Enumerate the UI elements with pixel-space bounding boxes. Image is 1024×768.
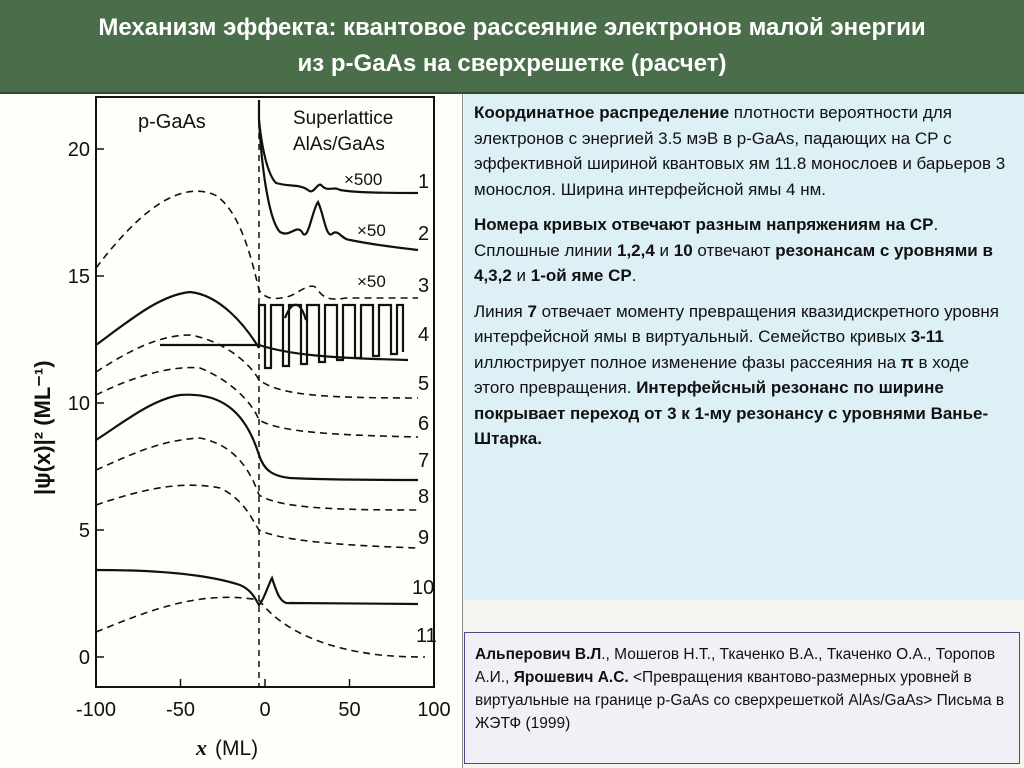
curve-number-label: 4 [418, 324, 429, 346]
curve-path [95, 290, 260, 349]
y-tick-label: 15 [68, 266, 90, 288]
x-axis-label-var: x [195, 735, 207, 760]
curve-labels: 1 2 3 4 5 6 7 8 9 10 11 [412, 171, 437, 647]
curves [95, 100, 426, 658]
reference-text: Альперович В.Л., Мошегов Н.Т., Ткаченко … [475, 646, 1005, 732]
curve-number-label: 1 [418, 171, 429, 193]
x-axis-label-unit: (ML) [215, 737, 258, 760]
explanation-paragraph-2: Номера кривых отвечают разным напряжения… [474, 215, 993, 285]
reference-box: Альперович В.Л., Мошегов Н.Т., Ткаченко … [464, 632, 1020, 764]
curve-number-label: 7 [418, 450, 429, 472]
x-tick-label: -100 [76, 699, 116, 721]
slide-title: Механизм эффекта: квантовое рассеяние эл… [20, 10, 1004, 82]
explanation-paragraph-3: Линия 7 отвечает моменту превращения ква… [474, 301, 999, 449]
curve-path [95, 393, 419, 482]
region-label-alas-gaas: AlAs/GaAs [293, 134, 385, 155]
curve-path [95, 484, 419, 549]
curve-number-label: 6 [418, 413, 429, 435]
curve-path [283, 303, 308, 321]
explanation-paragraph-1: Координатное распределение плотности вер… [474, 103, 1006, 199]
curve-path [95, 596, 426, 658]
y-tick-label: 5 [79, 520, 90, 542]
curve-path [95, 568, 419, 607]
curve-number-label: 3 [418, 275, 429, 297]
x-tick-label: -50 [166, 699, 195, 721]
curve-number-label: 8 [418, 486, 429, 508]
curve-path [257, 303, 405, 370]
y-tick-label: 20 [68, 139, 90, 161]
chart-panel [0, 94, 463, 768]
wavefunction-chart: -100 -50 0 50 100 0 5 10 15 20 1 2 3 4 5 6 7 8 9 10 11 p-Ga… [30, 96, 451, 760]
axis-ticks [95, 148, 435, 687]
curve-number-label: 9 [418, 527, 429, 549]
region-label-pgaas: p-GaAs [138, 111, 206, 133]
y-axis-label: |ψ(x)|² (ML⁻¹) [30, 360, 55, 495]
curve-number-label: 5 [418, 373, 429, 395]
explanation-panel: Координатное распределение плотности вер… [464, 94, 1024, 600]
x-tick-label: 0 [259, 699, 270, 721]
x-tick-label: 100 [417, 699, 450, 721]
scale-label-2: ×50 [357, 221, 386, 240]
curve-number-label: 11 [416, 625, 437, 647]
curve-path [95, 190, 418, 300]
region-label-superlattice: Superlattice [293, 108, 393, 129]
scale-label-1: ×500 [344, 170, 382, 189]
explanation-text: Координатное распределение плотности вер… [474, 100, 1014, 462]
slide-header: Механизм эффекта: квантовое рассеяние эл… [0, 0, 1024, 94]
x-tick-label: 50 [338, 699, 360, 721]
y-tick-label: 0 [79, 647, 90, 669]
curve-number-label: 2 [418, 223, 429, 245]
y-tick-label: 10 [68, 393, 90, 415]
title-line-2: из p-GaAs на сверхрешетке (расчет) [297, 50, 727, 77]
scale-label-3: ×50 [357, 272, 386, 291]
curve-path [257, 100, 419, 195]
curve-path [95, 334, 419, 399]
title-line-1: Механизм эффекта: квантовое рассеяние эл… [98, 14, 926, 41]
curve-number-label: 10 [412, 577, 434, 599]
curve-path [257, 119, 419, 252]
curve-path [95, 366, 419, 438]
